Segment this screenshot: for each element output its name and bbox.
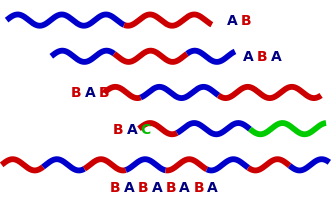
Text: B: B bbox=[99, 86, 110, 100]
Text: A: A bbox=[207, 180, 218, 194]
Text: B: B bbox=[166, 180, 176, 194]
Text: A: A bbox=[126, 122, 137, 136]
Text: A: A bbox=[85, 86, 96, 100]
Text: B: B bbox=[71, 86, 82, 100]
Text: A: A bbox=[243, 50, 254, 64]
Text: B: B bbox=[241, 14, 251, 28]
Text: C: C bbox=[140, 122, 151, 136]
Text: B: B bbox=[110, 180, 120, 194]
Text: A: A bbox=[152, 180, 162, 194]
Text: B: B bbox=[138, 180, 148, 194]
Text: A: A bbox=[227, 14, 237, 28]
Text: B: B bbox=[193, 180, 204, 194]
Text: A: A bbox=[271, 50, 282, 64]
Text: B: B bbox=[257, 50, 268, 64]
Text: A: A bbox=[179, 180, 190, 194]
Text: A: A bbox=[124, 180, 134, 194]
Text: B: B bbox=[113, 122, 123, 136]
